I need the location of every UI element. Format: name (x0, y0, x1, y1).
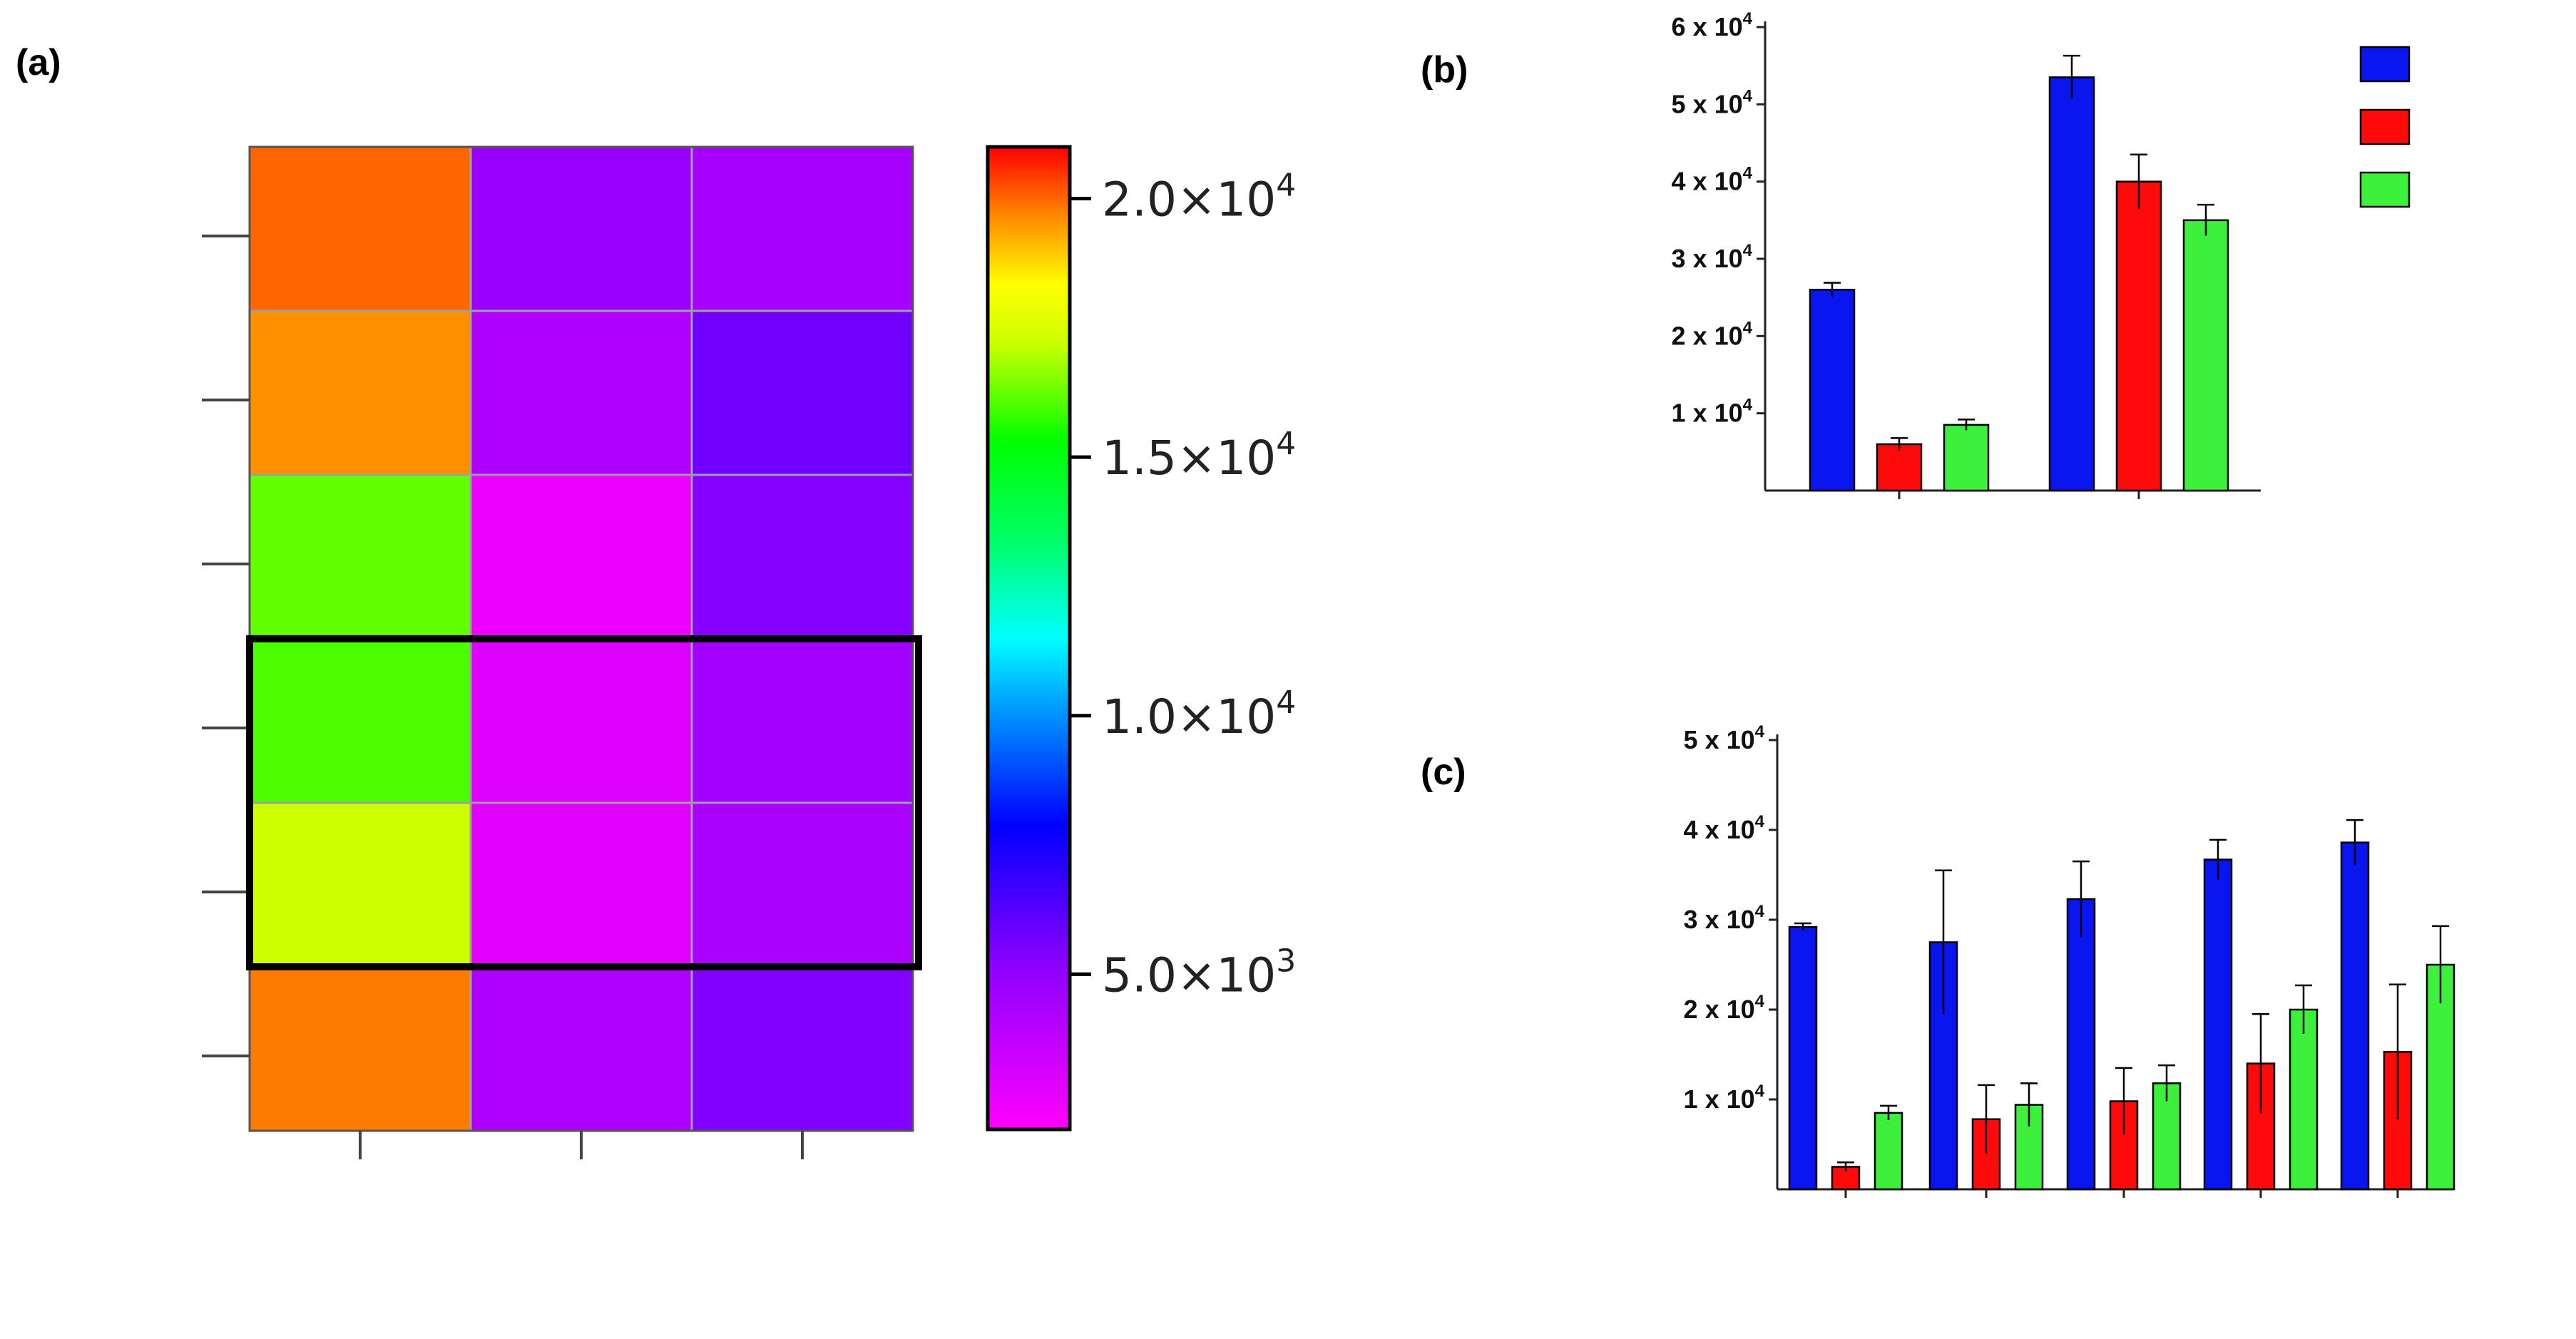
y-tick-label-b-1: 2 x 104 (1672, 318, 1753, 350)
heatmap-cell-p4-mhc-ii (690, 801, 914, 968)
legend (2359, 46, 2411, 208)
bar-c-cd40-60 (2383, 1050, 2413, 1191)
colorbar-label-base: 1.5×10 (1102, 431, 1276, 486)
y-tick-label-c-4: 5 x 104 (1684, 722, 1765, 754)
y-tick-label-b-3: 4 x 104 (1672, 164, 1753, 196)
y-tick-label-base: 3 x 10 (1672, 244, 1743, 273)
colorbar-label-exponent: 4 (1276, 426, 1296, 462)
colorbar-label-3: 5.0×103 (1102, 943, 1296, 1002)
heatmap-cell-p1-cd80 (248, 309, 472, 476)
bar-b-cd40-lps (2115, 180, 2162, 492)
colorbar-label-exponent: 4 (1276, 168, 1296, 204)
y-tick-label-base: 1 x 10 (1684, 1084, 1755, 1114)
bar-c-cd80-60 (2340, 841, 2370, 1191)
y-tick-label-c-0: 1 x 104 (1684, 1082, 1765, 1114)
colorbar-label-base: 5.0×10 (1102, 948, 1276, 1002)
y-tick-label-exponent: 4 (1755, 812, 1765, 831)
heatmap-cell-p5-cd40 (469, 965, 693, 1132)
colorbar-label-base: 2.0×10 (1102, 173, 1276, 227)
y-tick-label-base: 5 x 10 (1672, 89, 1743, 118)
heatmap-column-labels (359, 1131, 804, 1159)
panel-label-c: (c) (1421, 751, 1466, 793)
panel-label-a: (a) (16, 42, 61, 83)
y-tick-label-base: 5 x 10 (1684, 725, 1755, 754)
y-tick-label-exponent: 4 (1755, 1082, 1765, 1101)
y-tick-label-exponent: 4 (1743, 9, 1753, 29)
heatmap-cell-p3-mhc-ii (690, 637, 914, 804)
y-tick-label-exponent: 4 (1755, 722, 1765, 742)
heatmap-cell-p2-mhc-ii (690, 473, 914, 640)
bar-b-cd80-lps (2048, 76, 2095, 492)
legend-swatch-cd80 (2359, 46, 2411, 83)
y-tick-label-base: 2 x 10 (1672, 321, 1743, 350)
bar-b-mhc-ii-ctrl (1943, 424, 1990, 492)
bar-c-cd80-10 (2066, 898, 2096, 1191)
colorbar-label-exponent: 3 (1276, 943, 1296, 979)
heatmap-cell-p5-cd80 (248, 965, 472, 1132)
y-tick-label-exponent: 4 (1755, 902, 1765, 921)
colorbar-label-1: 1.5×104 (1102, 426, 1296, 486)
y-tick-label-c-3: 4 x 104 (1684, 812, 1765, 844)
colorbar-label-2: 1.0×104 (1102, 684, 1296, 744)
y-tick-label-base: 2 x 10 (1684, 995, 1755, 1024)
heatmap-cell-p4-cd40 (469, 801, 693, 968)
y-tick-label-exponent: 4 (1755, 992, 1765, 1011)
heatmap-row-labels (202, 235, 250, 1057)
y-tick-label-exponent: 4 (1743, 241, 1753, 260)
y-tick-label-exponent: 4 (1743, 318, 1753, 337)
heatmap-cell-p2-cd80 (248, 473, 472, 640)
y-tick-label-b-0: 1 x 104 (1672, 396, 1753, 428)
heatmap-cell-p3-cd40 (469, 637, 693, 804)
heatmap-cell-p0-cd80 (248, 145, 472, 312)
y-tick-label-base: 6 x 10 (1672, 12, 1743, 41)
y-tick-label-c-2: 3 x 104 (1684, 902, 1765, 934)
y-tick-label-exponent: 4 (1743, 164, 1753, 183)
bar-c-mhc-ii-30 (2289, 1008, 2319, 1191)
colorbar-label-0: 2.0×104 (1102, 168, 1296, 227)
heatmap-highlight-box (246, 635, 922, 970)
y-tick-label-b-5: 6 x 104 (1672, 9, 1753, 41)
heatmap-cell-p5-mhc-ii (690, 965, 914, 1132)
y-tick-label-b-2: 3 x 104 (1672, 241, 1753, 273)
legend-swatch-cd40 (2359, 108, 2411, 145)
panel-label-b: (b) (1421, 49, 1468, 91)
legend-swatch-mhc-ii (2359, 171, 2411, 208)
heatmap-cell-p0-mhc-ii (690, 145, 914, 312)
colorbar-label-exponent: 4 (1276, 684, 1296, 721)
y-tick-label-exponent: 4 (1743, 396, 1753, 415)
y-tick-label-base: 3 x 10 (1684, 905, 1755, 934)
y-tick-label-base: 4 x 10 (1672, 167, 1743, 196)
bar-c-cd80-ctrl (1788, 925, 1818, 1191)
colorbar-label-base: 1.0×10 (1102, 689, 1276, 744)
bar-b-cd40-ctrl (1876, 443, 1923, 492)
y-tick-label-base: 1 x 10 (1672, 399, 1743, 428)
heatmap-cell-p1-cd40 (469, 309, 693, 476)
y-tick-label-exponent: 4 (1743, 86, 1753, 106)
heatmap-cell-p2-cd40 (469, 473, 693, 640)
y-tick-label-b-4: 5 x 104 (1672, 86, 1753, 118)
y-tick-label-base: 4 x 10 (1684, 815, 1755, 844)
bar-c-cd80-30 (2203, 858, 2233, 1191)
heatmap-cell-p4-cd80 (248, 801, 472, 968)
bar-c-mhc-ii-ctrl (1874, 1112, 1903, 1191)
heatmap-cell-p1-mhc-ii (690, 309, 914, 476)
heatmap-cell-p3-cd80 (248, 637, 472, 804)
y-tick-label-c-1: 2 x 104 (1684, 992, 1765, 1024)
heatmap-cells (248, 145, 914, 1132)
bar-b-cd80-ctrl (1809, 289, 1856, 492)
colorbar-bar (986, 145, 1072, 1132)
heatmap-cell-p0-cd40 (469, 145, 693, 312)
bar-b-mhc-ii-lps (2182, 219, 2229, 492)
